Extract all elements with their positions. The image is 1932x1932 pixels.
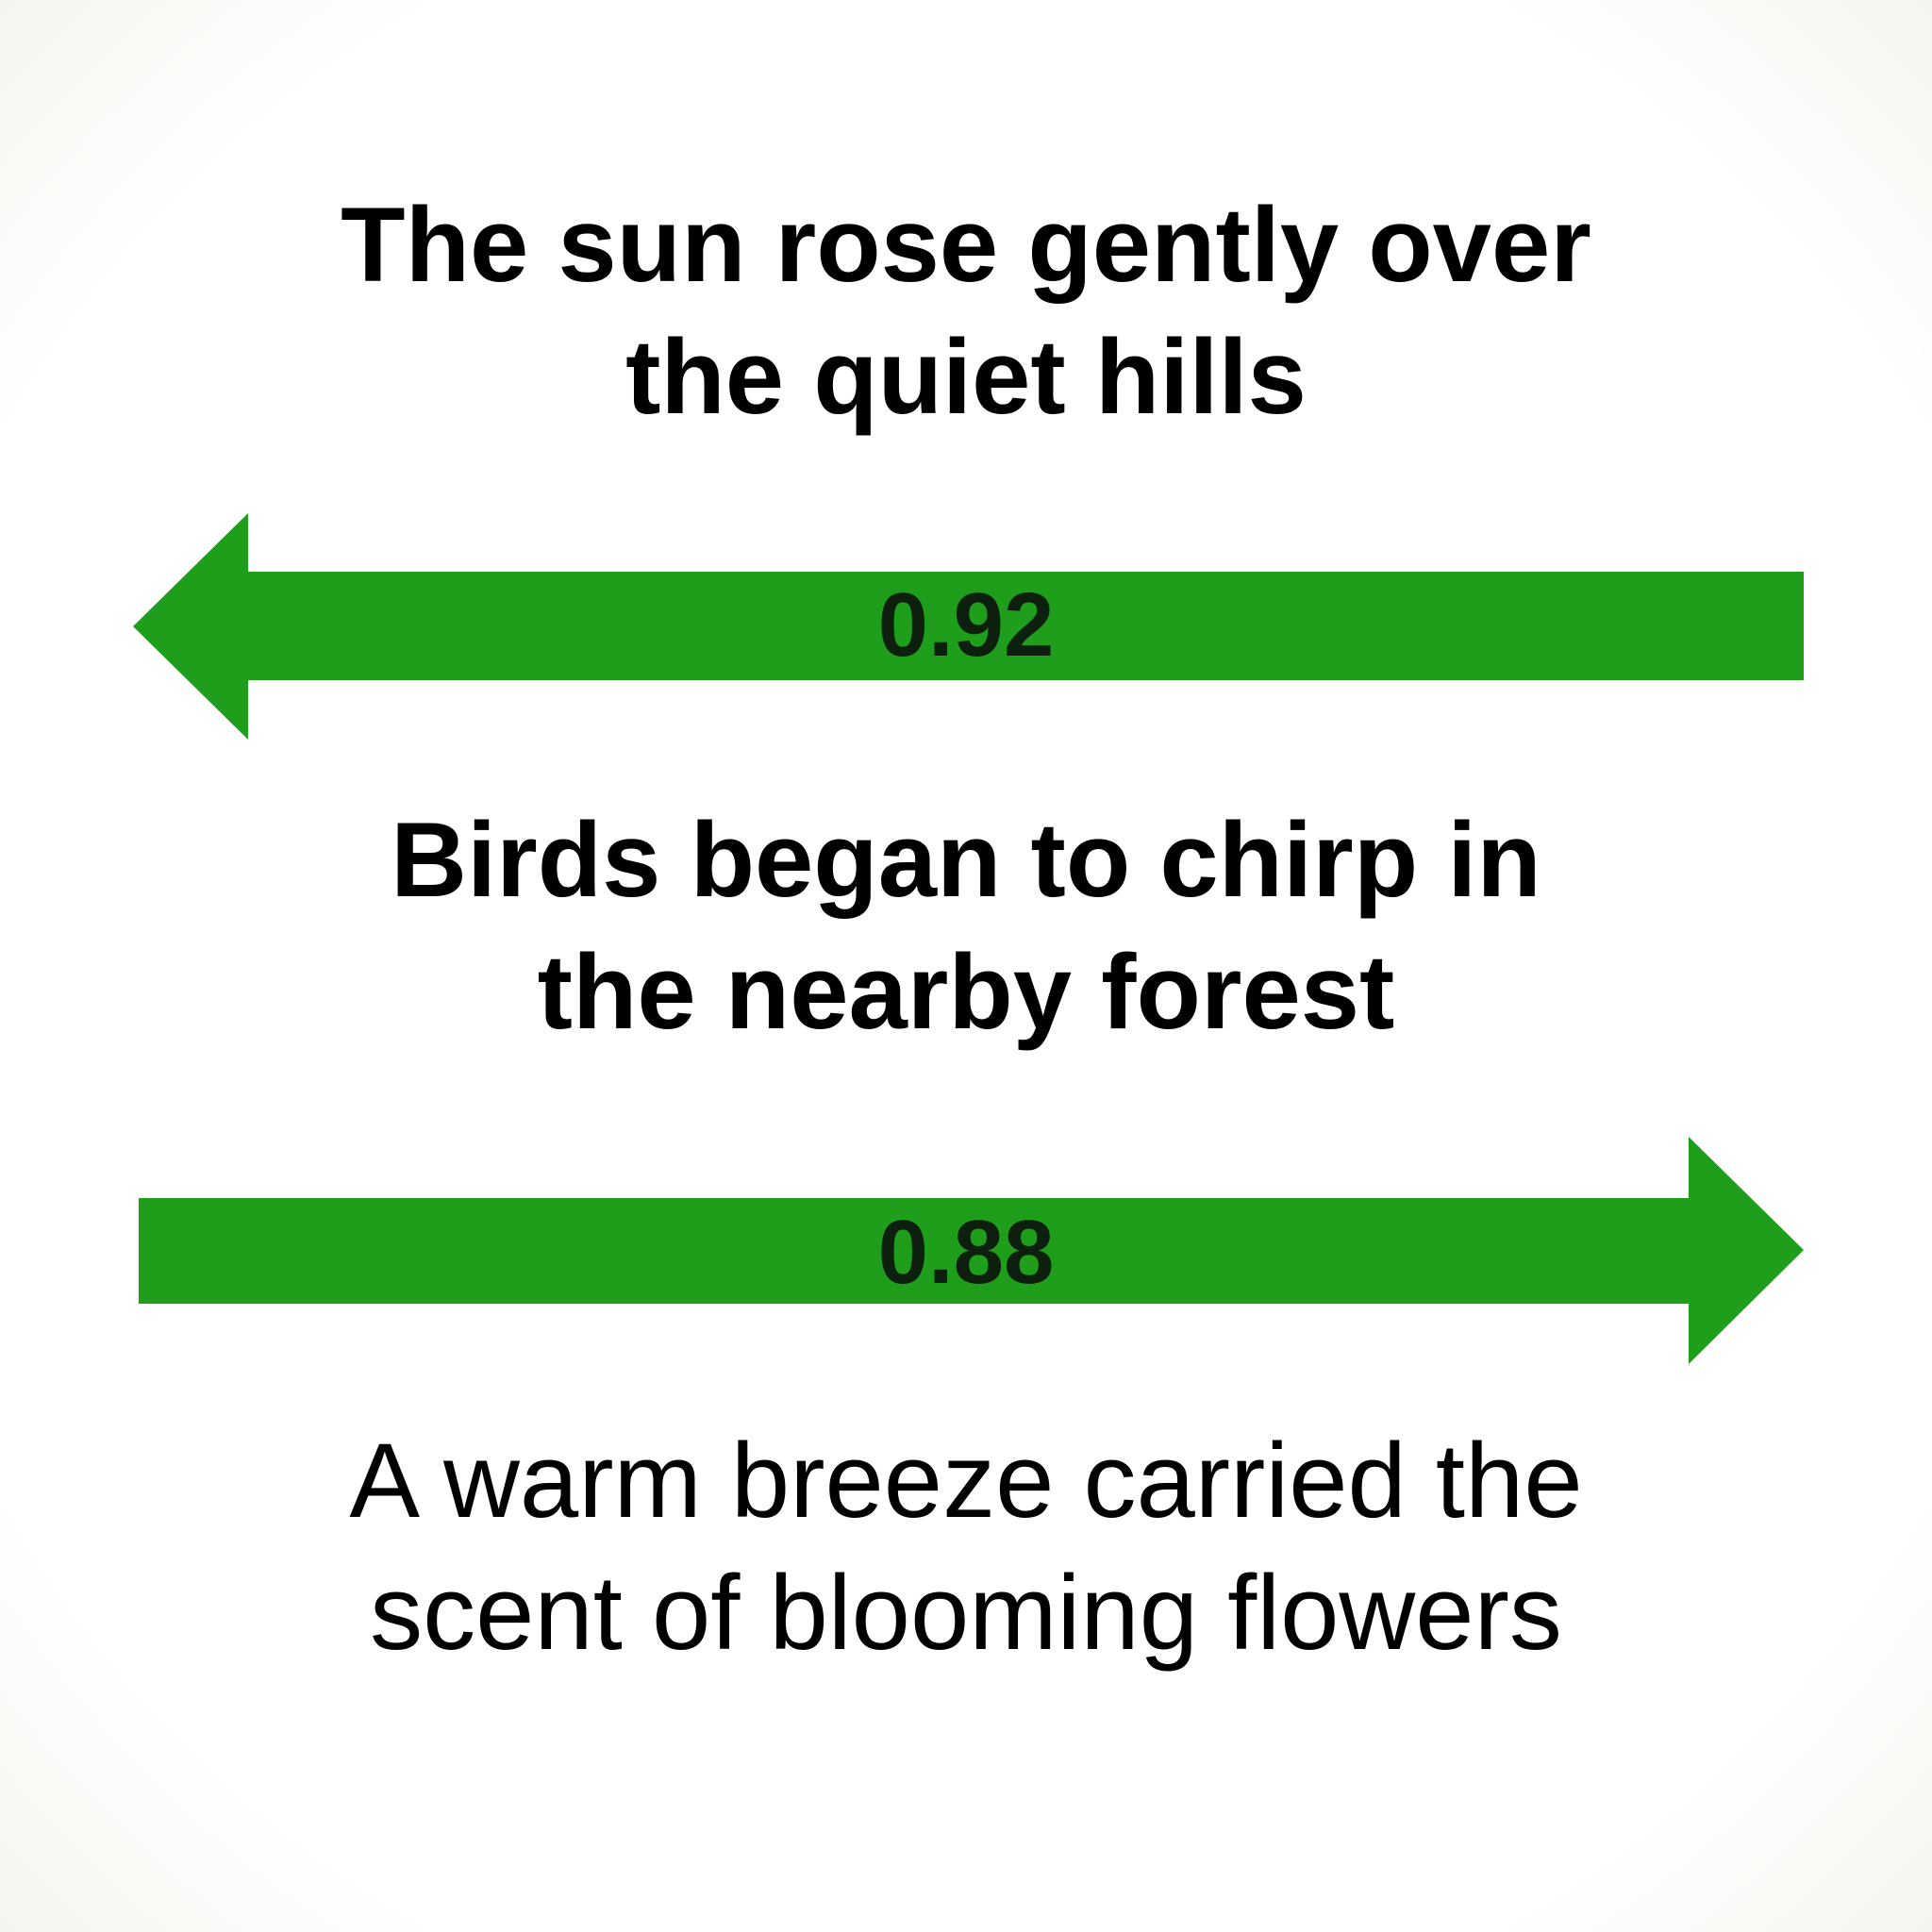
similarity-score-1: 0.92 [878,575,1055,675]
sentence-1-line-1: The sun rose gently over [341,186,1591,304]
right-arrow-connector: 0.88 [139,1137,1804,1364]
sentence-3-line-1: A warm breeze carried the [349,1422,1583,1540]
sentence-1-line-2: the quiet hills [625,318,1307,436]
right-arrow-shape [139,1137,1804,1364]
sentence-3-line-2: scent of blooming flowers [370,1554,1562,1672]
similarity-score-2: 0.88 [878,1202,1055,1303]
left-arrow-shape [133,513,1804,740]
sentence-2-line-2: the nearby forest [537,933,1395,1051]
sentence-1: The sun rose gently over the quiet hills [0,179,1932,443]
left-arrow-connector: 0.92 [133,513,1804,740]
sentence-3: A warm breeze carried the scent of bloom… [0,1415,1932,1679]
sentence-2-line-1: Birds began to chirp in [391,801,1541,919]
sentence-2: Birds began to chirp in the nearby fores… [0,794,1932,1058]
